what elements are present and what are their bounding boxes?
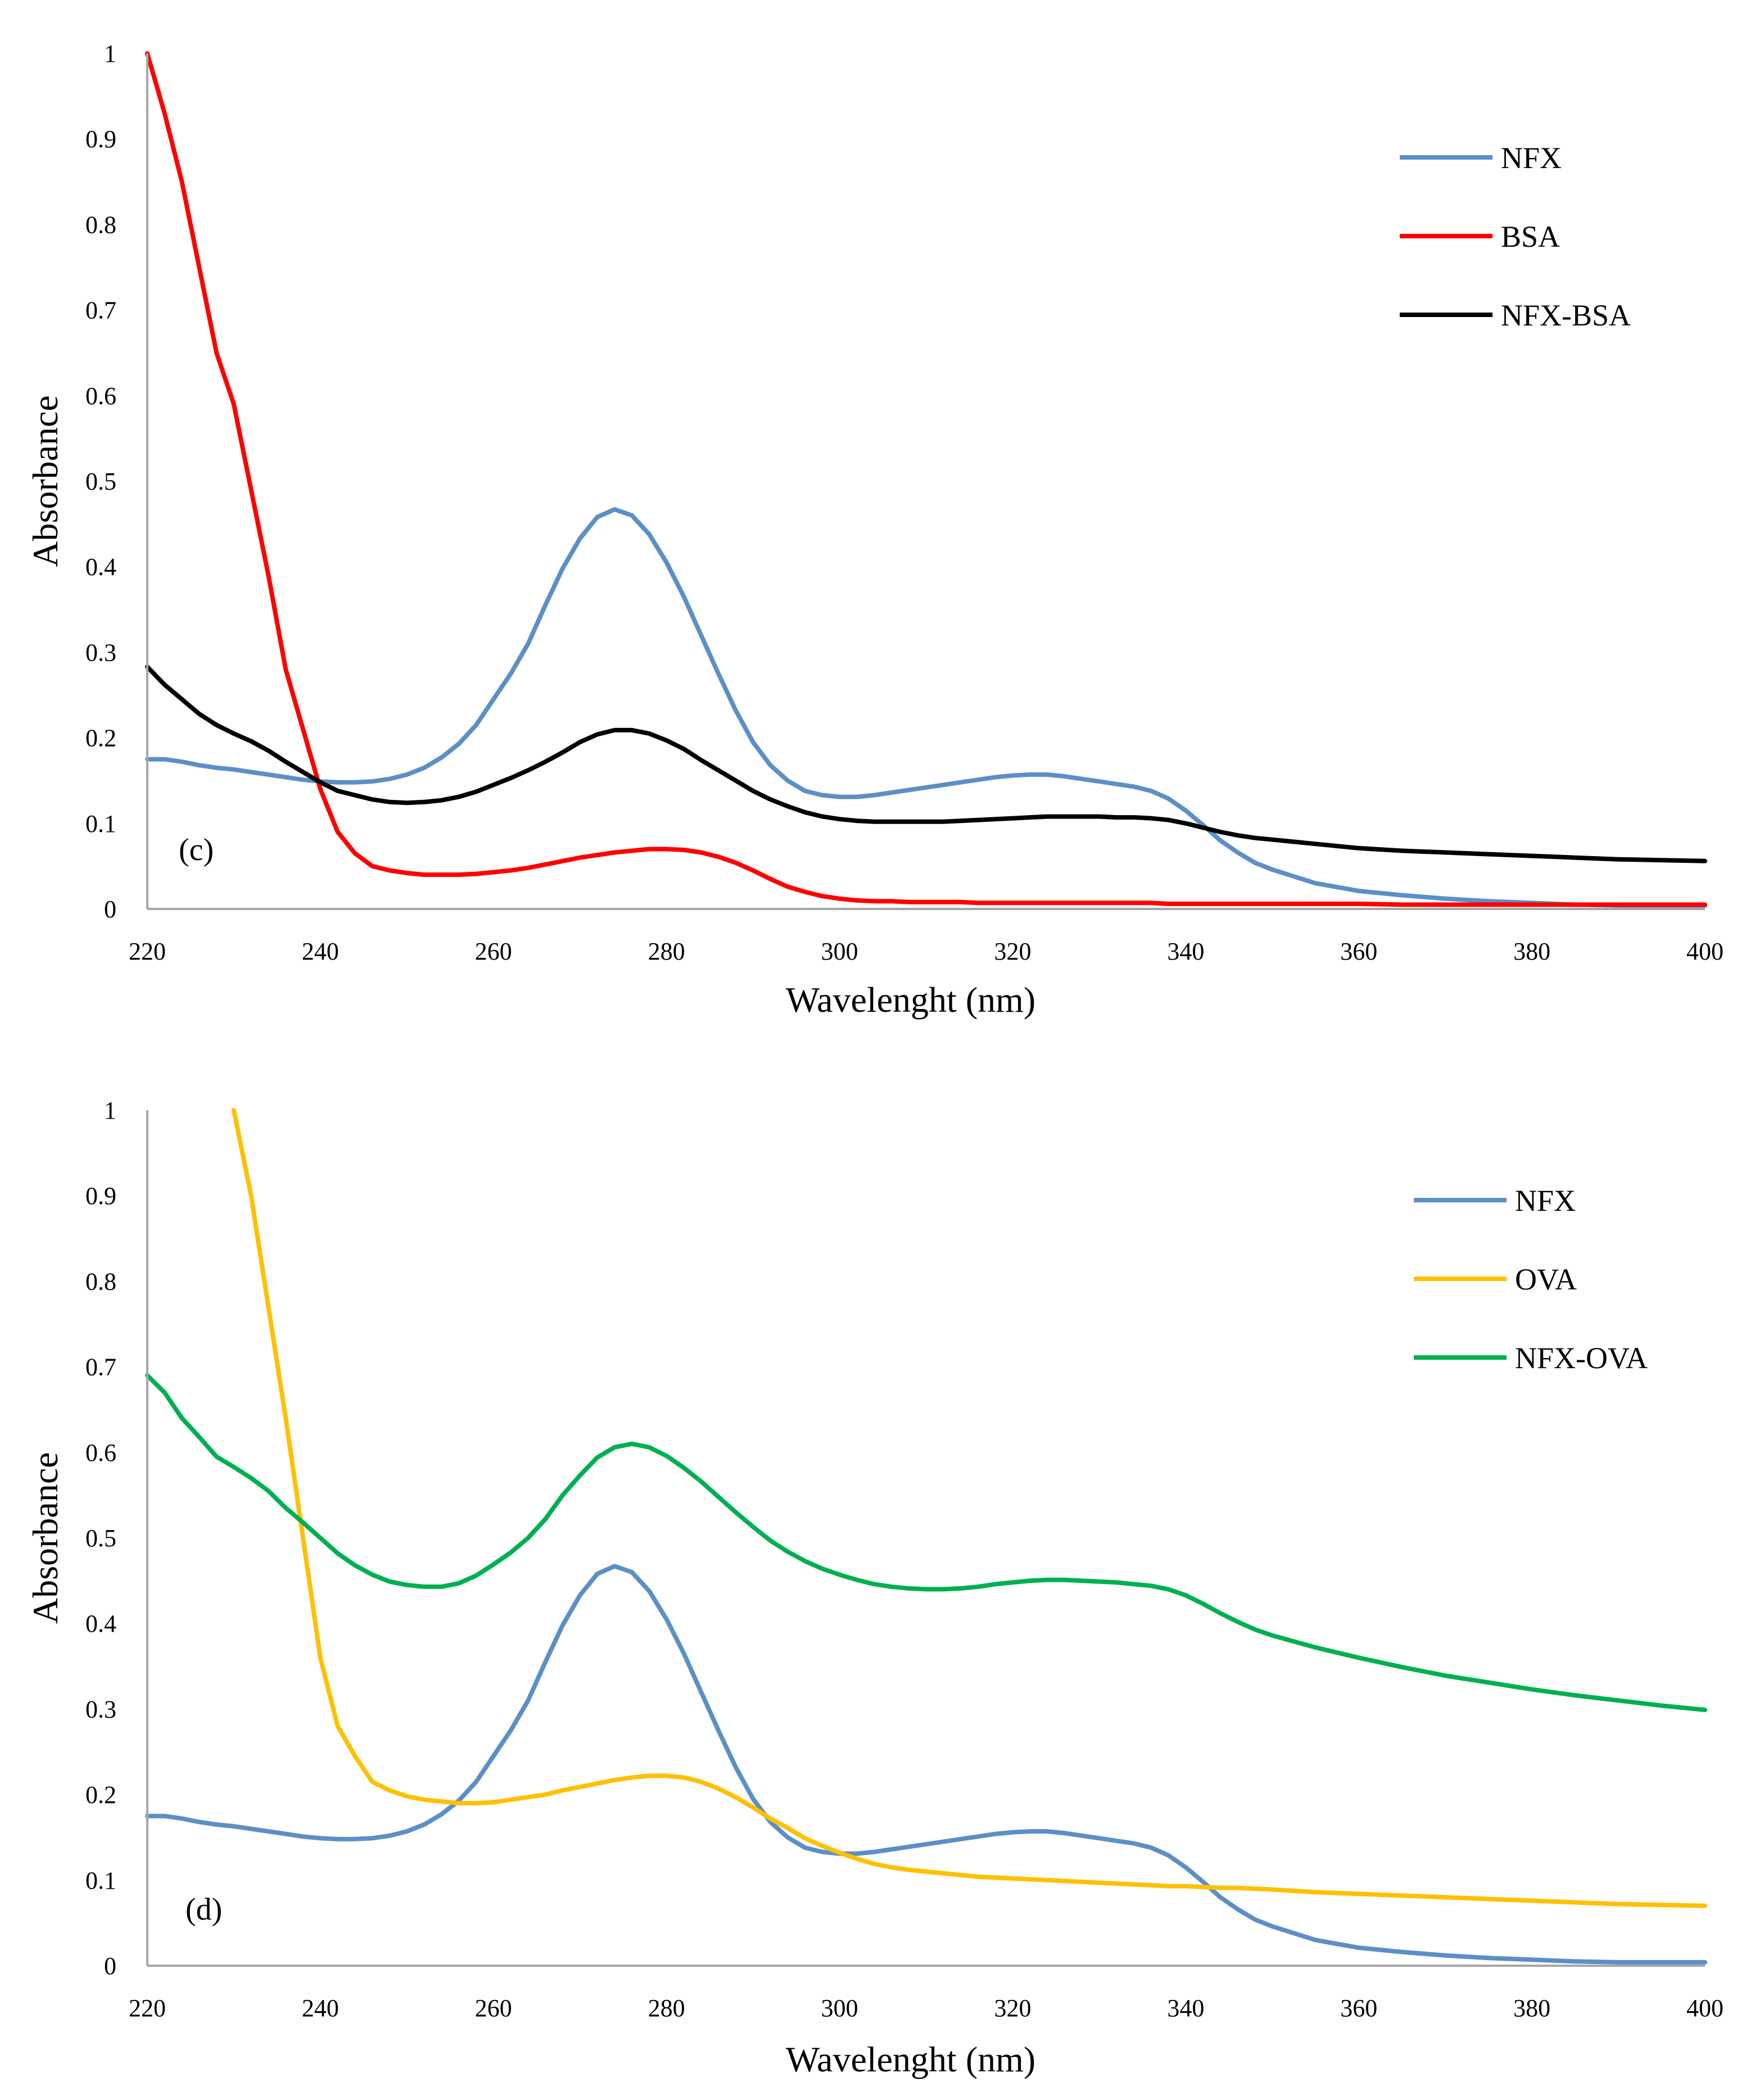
y-tick-label: 0.6 [85, 382, 116, 410]
x-tick-label: 380 [1513, 938, 1550, 965]
y-tick-label: 0.9 [85, 1182, 116, 1210]
y-tick-label: 0.8 [85, 211, 116, 238]
y-tick-label: 0.7 [85, 297, 116, 324]
y-tick-label: 0.5 [85, 468, 116, 495]
legend-entry-nfx: NFX [1414, 1184, 1576, 1218]
x-tick-label: 300 [821, 938, 858, 965]
x-tick-label: 280 [648, 938, 685, 965]
x-tick-label: 300 [821, 1994, 858, 2022]
panel-label: (d) [186, 1892, 222, 1927]
x-tick-labels-d: 220 240 260 280 300 320 340 360 380 400 [129, 1994, 1724, 2022]
legend-label: NFX [1515, 1184, 1576, 1218]
chart-panel-d: 00.10.20.30.40.50.60.70.80.91 220 240 260 2… [25, 1097, 1724, 2079]
legend-label: NFX-BSA [1501, 298, 1631, 332]
y-tick-label: 0.5 [85, 1524, 116, 1552]
plot-area-c [145, 51, 1707, 908]
x-tick-label: 360 [1340, 938, 1377, 965]
legend-entry-bsa: BSA [1400, 220, 1560, 254]
y-tick-label: 1 [104, 1097, 116, 1124]
series-line-nfx [145, 1564, 1707, 1965]
y-tick-label: 0.4 [85, 1610, 116, 1637]
legend-c: NFX BSA NFX-BSA [1400, 141, 1631, 332]
y-tick-labels-d: 0 0.1 0.2 0.3 0.4 0.5 0.6 0.7 0.8 0.9 1 [85, 1097, 116, 1980]
legend-entry-nfx: NFX [1400, 141, 1562, 175]
series-line-nfx-ova [145, 1373, 1707, 1712]
x-axis-title: Wavelenght (nm) [786, 980, 1035, 1020]
x-tick-label: 320 [994, 938, 1031, 965]
x-tick-label: 320 [994, 1994, 1031, 2022]
y-axis-title: Absorbance [25, 1452, 65, 1624]
legend-entry-ova: OVA [1414, 1263, 1577, 1296]
legend-entry-nfx-bsa: NFX-BSA [1400, 298, 1631, 332]
y-tick-label: 0.8 [85, 1268, 116, 1295]
x-tick-label: 260 [475, 938, 512, 965]
x-tick-label: 340 [1167, 938, 1204, 965]
y-tick-label: 0 [104, 895, 116, 923]
y-tick-label: 0.2 [85, 725, 116, 752]
series-line-ova [231, 1108, 1707, 1908]
x-tick-label: 280 [648, 1994, 685, 2022]
legend-label: OVA [1515, 1263, 1577, 1296]
y-tick-labels-c: 0 0.1 0.2 0.3 0.4 0.5 0.6 0.7 0.8 0.9 1 [85, 40, 116, 923]
legend-label: BSA [1501, 220, 1560, 254]
y-tick-label: 0.7 [85, 1354, 116, 1381]
series-line-bsa [145, 51, 1707, 907]
y-tick-label: 0.9 [85, 125, 116, 153]
y-tick-label: 0.2 [85, 1781, 116, 1809]
y-tick-label: 0.3 [85, 639, 116, 666]
y-tick-label: 1 [104, 40, 116, 67]
x-axis-title: Wavelenght (nm) [786, 2039, 1035, 2079]
x-tick-labels-c: 220 240 260 280 300 320 340 360 380 400 [129, 938, 1724, 965]
x-tick-label: 400 [1686, 938, 1724, 965]
x-tick-label: 360 [1340, 1994, 1377, 2022]
x-tick-label: 240 [302, 938, 339, 965]
y-tick-label: 0 [104, 1952, 116, 1980]
y-tick-label: 0.1 [85, 1867, 116, 1894]
x-tick-label: 240 [302, 1994, 339, 2022]
chart-panel-c: 00.10.20.30.40.50.60.70.80.91 220 240 260 2… [25, 40, 1724, 1020]
legend-entry-nfx-ova: NFX-OVA [1414, 1341, 1648, 1375]
x-tick-label: 340 [1167, 1994, 1204, 2022]
legend-label: NFX-OVA [1515, 1341, 1648, 1375]
x-tick-label: 220 [129, 938, 166, 965]
panel-label: (c) [179, 832, 214, 867]
y-tick-label: 0.3 [85, 1695, 116, 1723]
x-tick-label: 220 [129, 1994, 166, 2022]
x-tick-label: 380 [1513, 1994, 1550, 2022]
y-axis-title: Absorbance [25, 395, 65, 567]
legend-d: NFX OVA NFX-OVA [1414, 1184, 1648, 1375]
series-line-nfx-bsa [145, 664, 1707, 863]
legend-label: NFX [1501, 141, 1562, 175]
plot-area-d [145, 1108, 1707, 1965]
x-tick-label: 400 [1686, 1994, 1724, 2022]
y-tick-label: 0.1 [85, 810, 116, 838]
x-tick-label: 260 [475, 1994, 512, 2022]
y-tick-label: 0.6 [85, 1439, 116, 1467]
y-tick-label: 0.4 [85, 553, 116, 581]
series-line-nfx [145, 507, 1707, 908]
